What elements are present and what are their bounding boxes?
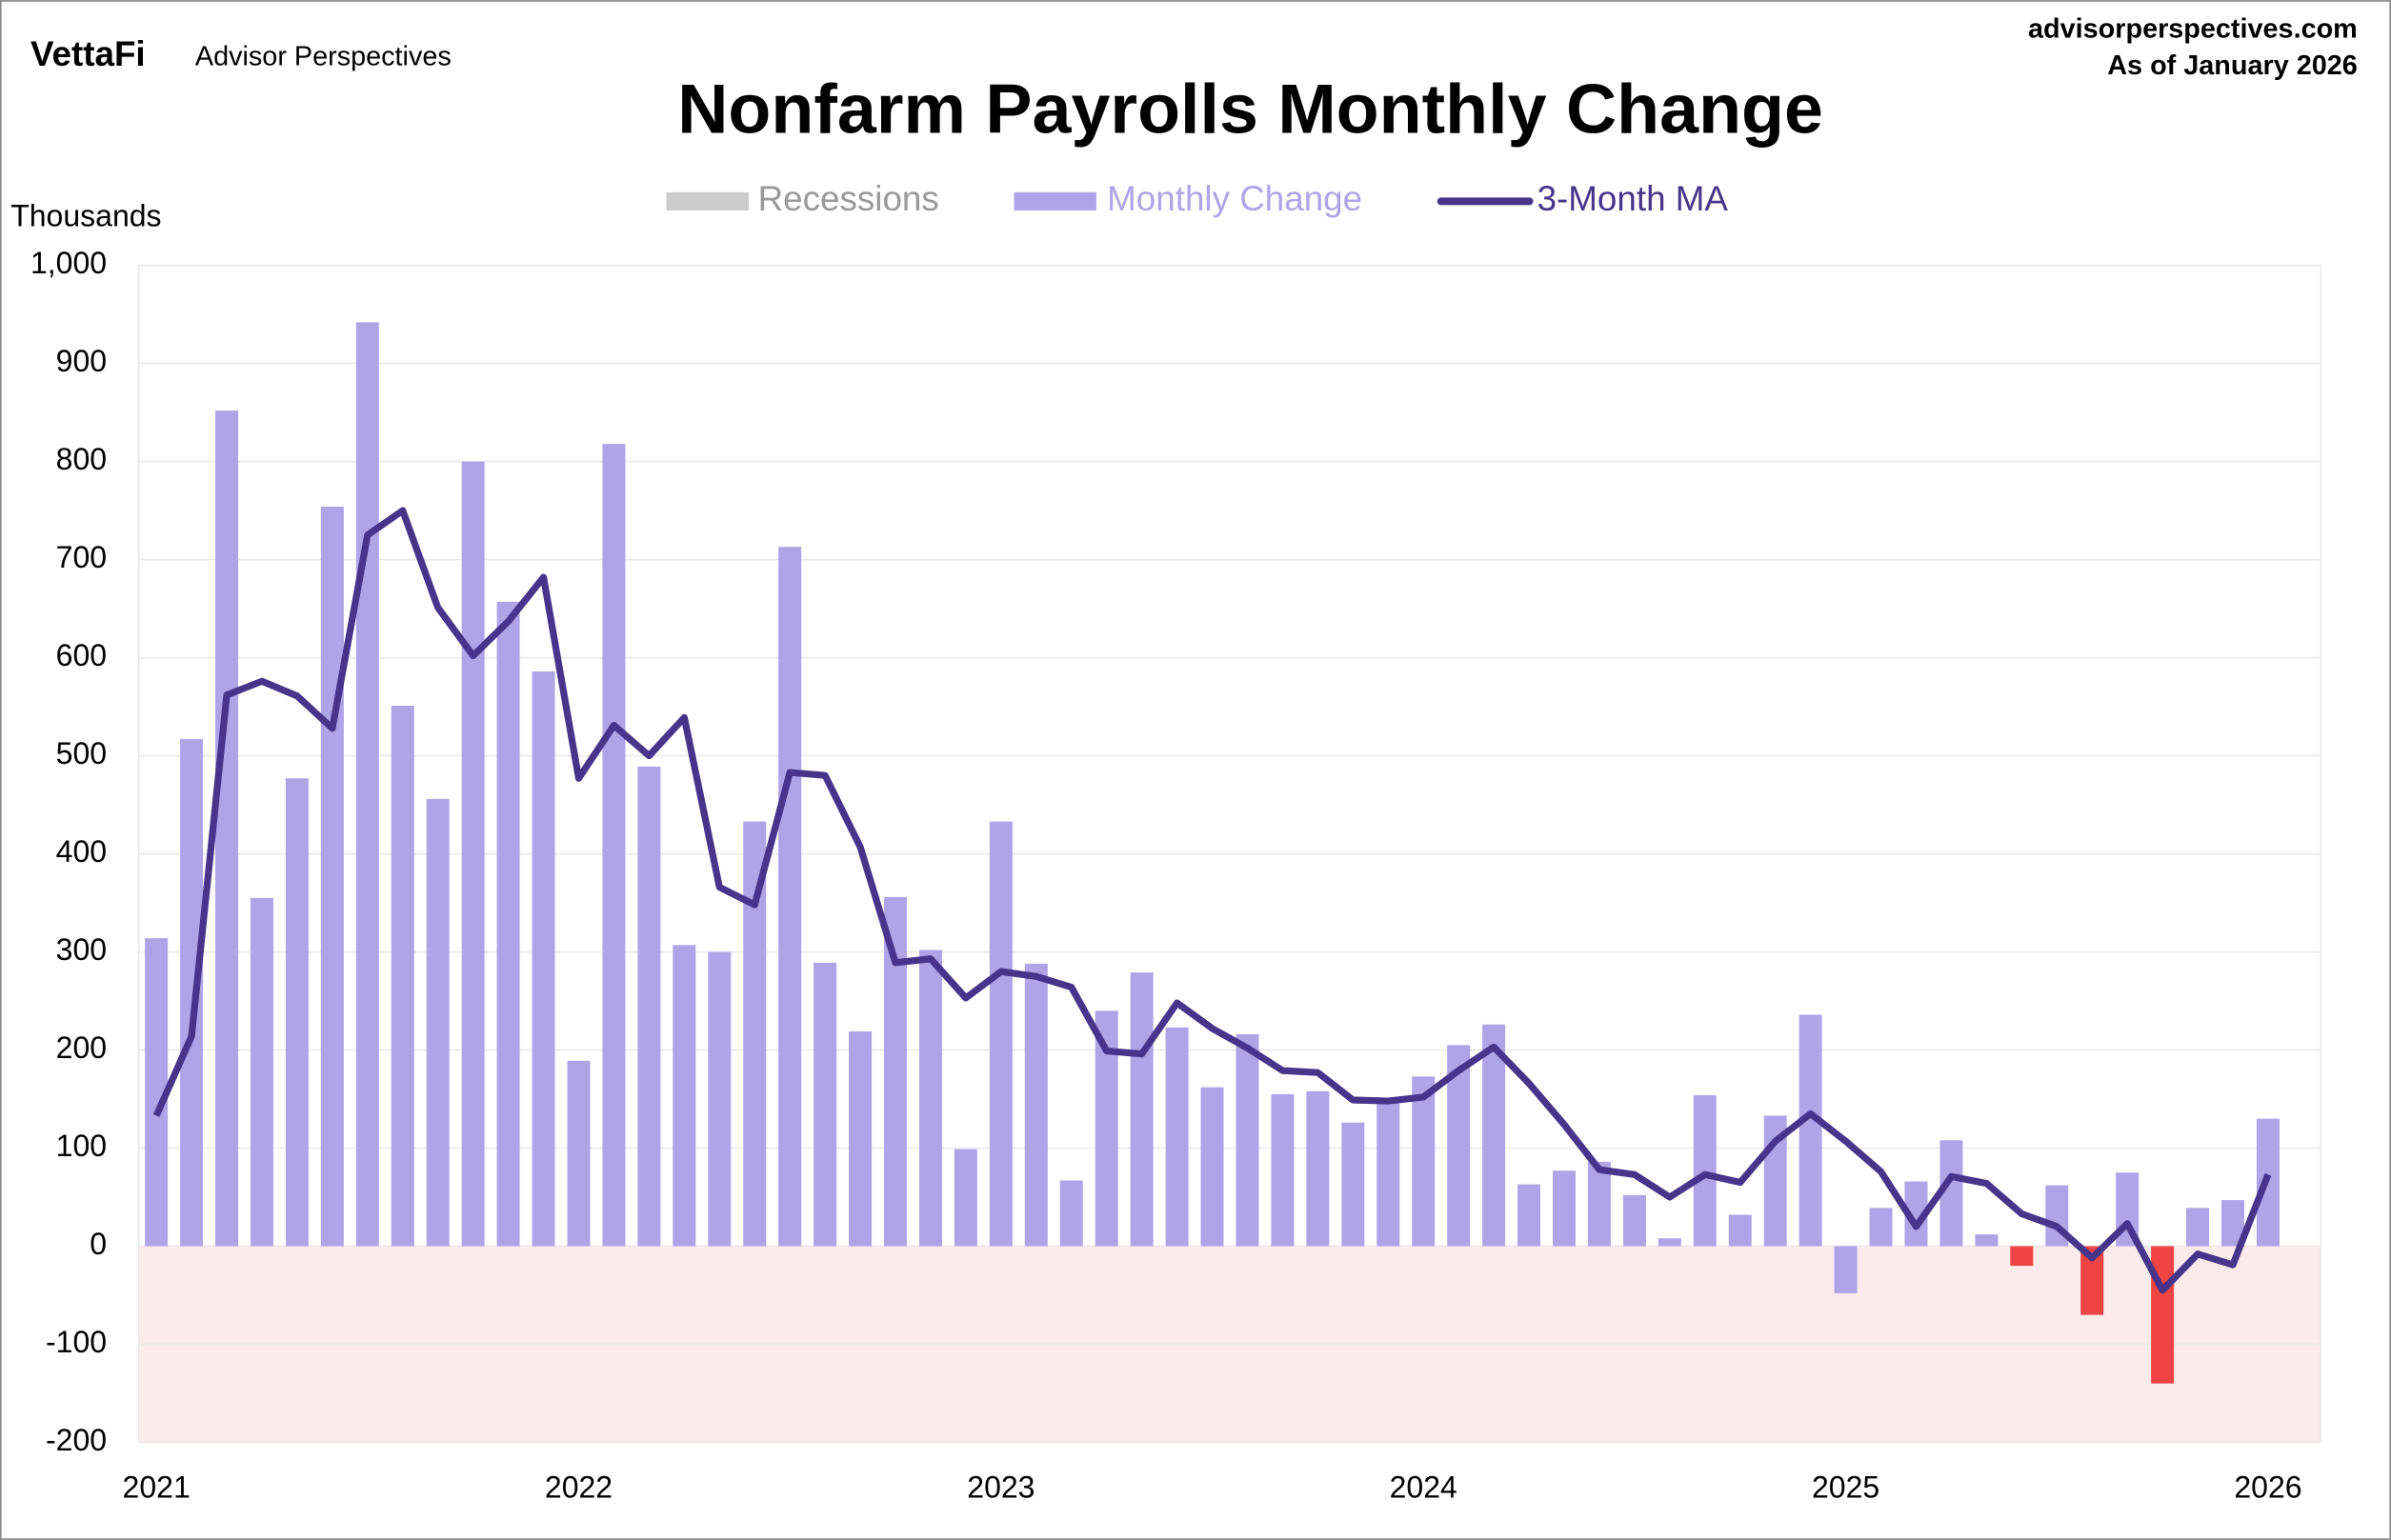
bar xyxy=(180,739,204,1247)
legend-swatch xyxy=(1014,191,1096,211)
bar xyxy=(1834,1246,1858,1293)
bar xyxy=(1728,1214,1752,1247)
y-tick-label: 1,000 xyxy=(30,246,107,280)
x-tick-label: 2022 xyxy=(545,1470,613,1505)
x-tick-label: 2021 xyxy=(123,1470,191,1505)
bar xyxy=(496,601,520,1247)
x-tick-label: 2025 xyxy=(1812,1470,1879,1505)
bar xyxy=(461,461,485,1247)
bar xyxy=(814,962,837,1247)
legend-label: Recessions xyxy=(758,179,939,218)
y-tick-label: 700 xyxy=(56,540,107,574)
bar xyxy=(1376,1101,1400,1247)
bar xyxy=(673,945,696,1247)
bar xyxy=(1412,1076,1436,1247)
y-tick-label: 800 xyxy=(56,442,107,476)
bar xyxy=(532,670,555,1247)
bar xyxy=(1975,1234,1999,1247)
bar xyxy=(1869,1208,1893,1247)
bar xyxy=(637,766,661,1247)
bar xyxy=(1798,1014,1822,1247)
y-tick-label: 200 xyxy=(56,1030,107,1065)
bar xyxy=(1165,1027,1189,1247)
y-tick-label: 600 xyxy=(56,638,107,672)
y-tick-label: 100 xyxy=(56,1129,107,1163)
bar xyxy=(2186,1208,2210,1247)
bar xyxy=(954,1149,977,1247)
y-tick-label: -200 xyxy=(46,1423,107,1457)
bar xyxy=(1553,1170,1577,1247)
bar xyxy=(250,897,273,1247)
bar xyxy=(849,1030,873,1247)
bar xyxy=(1306,1090,1330,1247)
bar xyxy=(567,1060,591,1247)
y-tick-label: -100 xyxy=(46,1325,107,1359)
bar xyxy=(1271,1093,1295,1247)
y-tick-label: 400 xyxy=(56,834,107,869)
legend-swatch xyxy=(666,191,749,211)
y-axis-label: Thousands xyxy=(10,198,161,232)
bar xyxy=(391,706,414,1247)
y-tick-label: 0 xyxy=(90,1227,107,1261)
y-tick-label: 900 xyxy=(56,344,107,378)
bar xyxy=(1130,972,1154,1247)
bar xyxy=(2151,1246,2175,1384)
bar xyxy=(1587,1161,1611,1247)
bar xyxy=(1482,1024,1506,1247)
line xyxy=(152,507,2272,1294)
bar xyxy=(989,821,1013,1247)
bar xyxy=(2010,1246,2034,1267)
legend-label: 3-Month MA xyxy=(1537,179,1729,218)
x-tick-label: 2023 xyxy=(967,1470,1035,1505)
bar xyxy=(1693,1094,1717,1247)
bar xyxy=(602,444,626,1247)
bar xyxy=(778,547,802,1247)
bar xyxy=(426,798,450,1247)
bar xyxy=(285,778,309,1247)
brand-name: Advisor Perspectives xyxy=(195,42,452,72)
bar xyxy=(1341,1122,1365,1247)
bar xyxy=(1622,1194,1646,1247)
bar xyxy=(1059,1180,1083,1247)
bar xyxy=(1024,963,1048,1247)
chart-title: Nonfarm Payrolls Monthly Change xyxy=(677,70,1823,149)
bar xyxy=(320,506,344,1247)
x-tick-label: 2026 xyxy=(2234,1470,2301,1505)
bar xyxy=(1200,1087,1224,1247)
bar xyxy=(215,410,239,1247)
bar xyxy=(1236,1034,1259,1247)
legend-label: Monthly Change xyxy=(1107,179,1362,218)
x-tick-label: 2024 xyxy=(1390,1470,1457,1505)
bar xyxy=(1517,1184,1541,1247)
date-note: As of January 2026 xyxy=(2107,50,2358,81)
site: advisorperspectives.com xyxy=(2028,14,2358,45)
y-tick-label: 500 xyxy=(56,736,107,770)
bar xyxy=(884,896,908,1247)
bar xyxy=(1658,1238,1681,1247)
logo: VettaFi xyxy=(30,34,146,73)
bar xyxy=(918,950,942,1247)
bar xyxy=(708,951,732,1247)
y-tick-label: 300 xyxy=(56,932,107,967)
bar xyxy=(355,322,379,1247)
